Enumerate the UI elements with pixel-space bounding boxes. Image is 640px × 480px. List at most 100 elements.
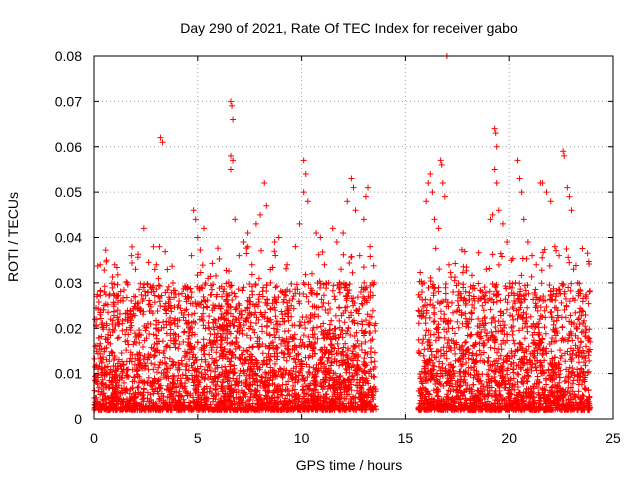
data-point <box>151 299 158 306</box>
data-point <box>141 288 148 295</box>
data-point <box>320 376 327 383</box>
data-point <box>481 284 488 291</box>
data-point <box>461 295 468 302</box>
data-point <box>541 324 548 331</box>
data-point <box>115 334 122 341</box>
data-point <box>243 332 250 339</box>
data-point <box>244 348 251 355</box>
data-point <box>466 297 473 304</box>
data-point <box>490 299 497 306</box>
data-point <box>262 369 269 376</box>
data-point <box>451 330 458 337</box>
data-point <box>162 399 169 406</box>
data-point <box>179 371 186 378</box>
data-point <box>237 367 244 374</box>
data-point <box>168 289 175 296</box>
data-point <box>547 198 554 205</box>
data-point <box>525 290 532 297</box>
data-point <box>218 336 225 343</box>
data-point <box>456 344 463 351</box>
data-point <box>536 337 543 344</box>
data-point <box>426 357 433 364</box>
data-point <box>367 337 374 344</box>
data-point <box>92 343 99 350</box>
data-point <box>370 262 377 269</box>
data-point <box>155 293 162 300</box>
data-point <box>340 251 347 258</box>
data-point <box>99 379 106 386</box>
data-point <box>369 336 376 343</box>
data-point <box>551 376 558 383</box>
data-point <box>325 300 332 307</box>
data-point <box>202 401 209 408</box>
data-point <box>428 401 435 408</box>
data-point <box>280 350 287 357</box>
data-point <box>177 305 184 312</box>
data-point <box>298 343 305 350</box>
data-point <box>350 184 357 191</box>
data-point <box>130 310 137 317</box>
data-point <box>315 313 322 320</box>
data-point <box>565 396 572 403</box>
data-point <box>338 394 345 401</box>
data-point <box>353 367 360 374</box>
data-point <box>279 392 286 399</box>
data-point <box>346 384 353 391</box>
data-point <box>520 216 527 223</box>
data-point <box>345 325 352 332</box>
data-point <box>259 380 266 387</box>
data-point <box>171 380 178 387</box>
data-point <box>511 340 518 347</box>
data-point <box>570 266 577 273</box>
data-point <box>495 328 502 335</box>
data-point <box>197 363 204 370</box>
data-point <box>259 288 266 295</box>
data-point <box>290 383 297 390</box>
data-point <box>200 336 207 343</box>
data-point <box>278 349 285 356</box>
data-point <box>260 384 267 391</box>
data-point <box>299 339 306 346</box>
data-point <box>572 332 579 339</box>
data-point <box>329 225 336 232</box>
data-point <box>543 189 550 196</box>
data-point <box>226 383 233 390</box>
data-point <box>478 295 485 302</box>
data-point <box>97 261 104 268</box>
data-point <box>307 312 314 319</box>
data-point <box>315 393 322 400</box>
data-point <box>345 376 352 383</box>
data-point <box>527 385 534 392</box>
data-point <box>419 340 426 347</box>
data-point <box>167 326 174 333</box>
data-point <box>288 374 295 381</box>
data-point <box>274 350 281 357</box>
data-point <box>566 193 573 200</box>
data-point <box>262 383 269 390</box>
data-point <box>301 319 308 326</box>
data-point <box>555 371 562 378</box>
data-point <box>217 305 224 312</box>
data-point <box>548 308 555 315</box>
data-point <box>313 324 320 331</box>
data-point <box>149 310 156 317</box>
data-point <box>571 320 578 327</box>
data-point <box>237 321 244 328</box>
data-point <box>470 282 477 289</box>
data-point <box>255 296 262 303</box>
data-point <box>267 279 274 286</box>
data-point <box>480 342 487 349</box>
data-point <box>207 385 214 392</box>
data-point <box>114 307 121 314</box>
data-point <box>453 308 460 315</box>
data-point <box>352 367 359 374</box>
data-point <box>523 255 530 262</box>
data-point <box>144 395 151 402</box>
data-point <box>140 308 147 315</box>
data-point <box>302 170 309 177</box>
data-point <box>478 381 485 388</box>
data-point <box>293 363 300 370</box>
data-point <box>181 354 188 361</box>
data-point <box>465 371 472 378</box>
data-point <box>367 243 374 250</box>
